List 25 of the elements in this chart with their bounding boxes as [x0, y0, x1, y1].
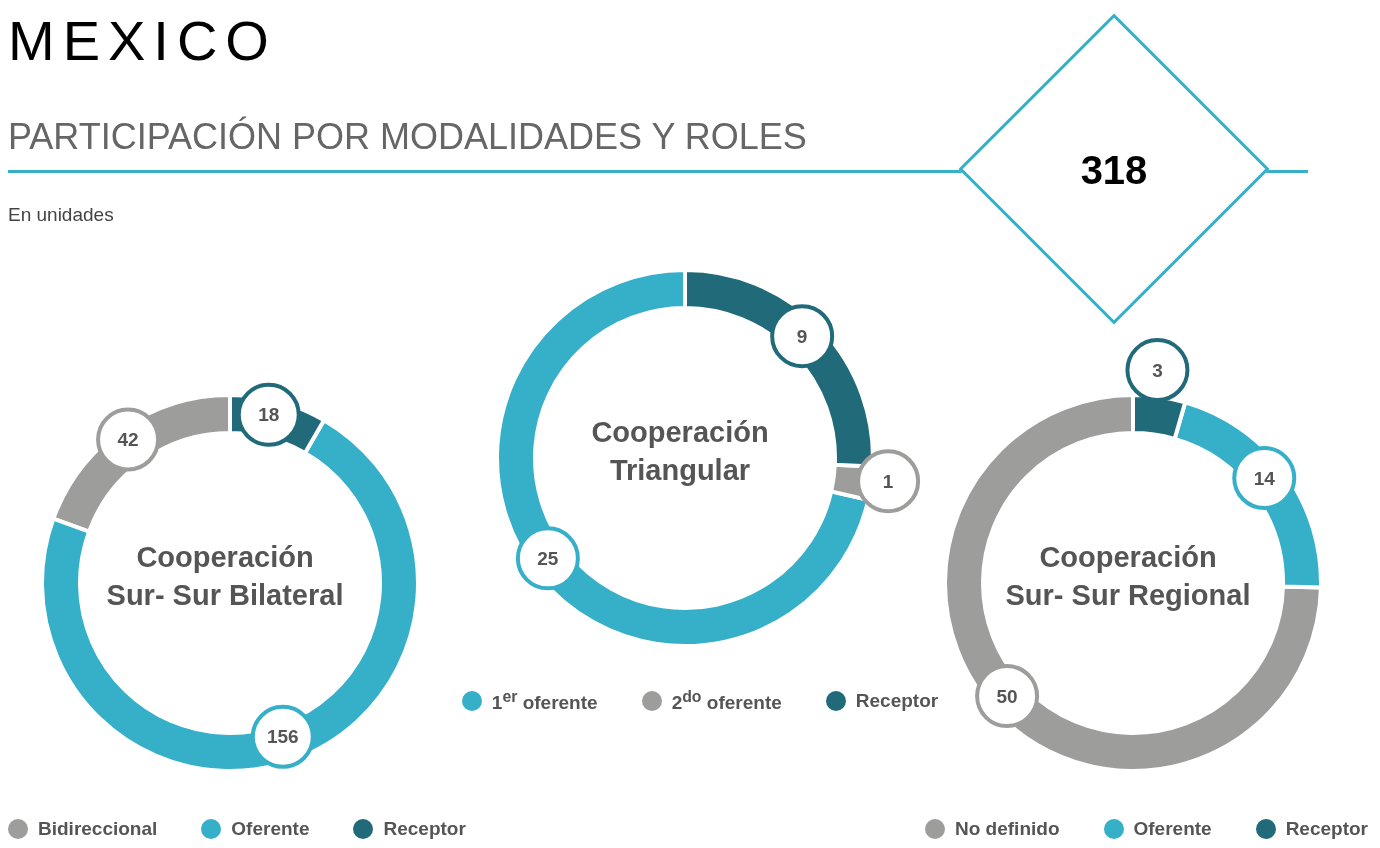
data-label: 3	[1152, 359, 1163, 381]
legend-label: Receptor	[383, 818, 466, 840]
legend-label: Oferente	[1133, 818, 1212, 840]
text: MEXICO	[8, 8, 277, 73]
text: En unidades	[8, 204, 114, 226]
legend-label: 2$^{do}$ oferente	[671, 688, 782, 715]
data-label: 14	[1253, 467, 1276, 489]
text: Cooperación Triangular	[590, 415, 770, 488]
legend-label: Bidireccional	[38, 818, 158, 840]
data-label: 9	[796, 325, 808, 347]
legend-label: No definido	[955, 818, 1060, 840]
text: 318	[1079, 148, 1149, 193]
text: Cooperación Sur- Sur Bilateral	[105, 540, 345, 613]
data-label: 18	[258, 404, 280, 426]
legend-label: Oferente	[231, 818, 310, 840]
data-label: 50	[996, 685, 1018, 707]
data-label: 42	[117, 429, 139, 451]
text: PARTICIPACIÓN POR MODALIDADES Y ROLES	[8, 116, 807, 158]
data-label: 25	[537, 547, 559, 569]
legend-label: Receptor	[855, 690, 939, 713]
data-label: 1	[882, 470, 894, 492]
legend-label: 1$^{er}$ oferente	[491, 688, 598, 715]
legend-label: Receptor	[1285, 818, 1368, 840]
text: Cooperación Sur- Sur Regional	[1004, 540, 1252, 613]
data-label: 156	[266, 726, 299, 748]
